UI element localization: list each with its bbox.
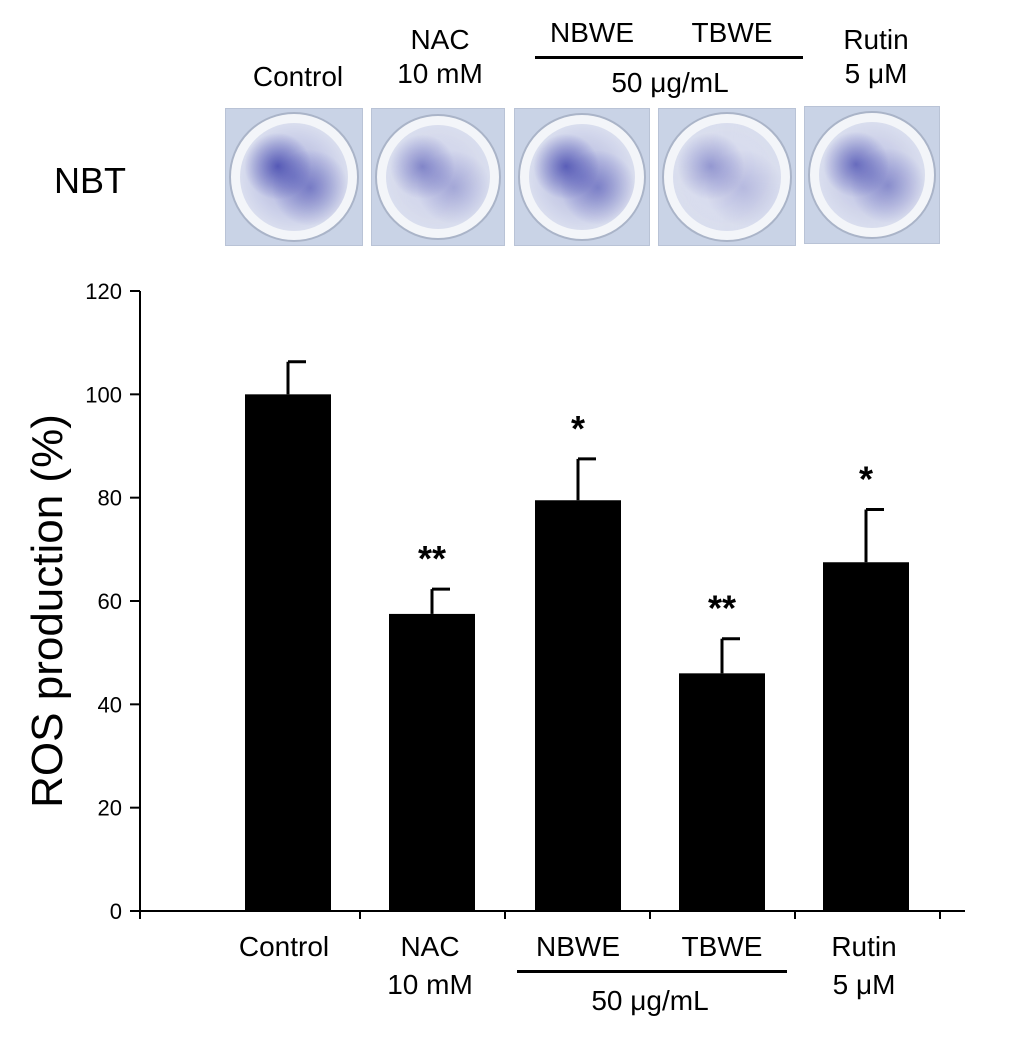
header-rutin-line1: Rutin	[843, 24, 909, 55]
well-stain	[819, 122, 925, 228]
header-nac-line2: 10 mM	[397, 58, 483, 89]
footer-control-label: Control	[238, 931, 330, 962]
header-group-line	[535, 56, 803, 59]
significance-mark: **	[418, 538, 446, 579]
footer-extract-dose-label: 50 μg/mL	[591, 985, 709, 1016]
y-axis-label: ROS production (%)	[23, 414, 72, 808]
y-tick-label: 60	[98, 589, 122, 614]
well-stain	[529, 124, 635, 230]
bar	[823, 562, 909, 911]
footer-group-line	[517, 970, 787, 973]
bar	[245, 394, 331, 911]
footer-rutin-line2: 5 μM	[832, 969, 896, 1000]
well-rim	[229, 112, 359, 242]
footer-nac-line2: 10 mM	[387, 969, 473, 1000]
significance-mark: *	[571, 408, 585, 449]
header-rutin-label: Rutin 5 μM	[814, 23, 938, 91]
well-stain	[240, 123, 348, 231]
header-extract-dose-label: 50 μg/mL	[611, 67, 729, 98]
header-control-label: Control	[252, 61, 344, 92]
footer-rutin-label: Rutin 5 μM	[802, 928, 926, 1004]
header-nbwe-label: NBWE	[550, 17, 634, 48]
well-rim	[518, 113, 646, 241]
footer-tbwe-label: TBWE	[681, 931, 763, 962]
nbt-well-tbwe	[658, 108, 796, 246]
y-tick-label: 40	[98, 692, 122, 717]
bar	[389, 613, 475, 911]
well-rim	[375, 114, 501, 240]
significance-mark: *	[859, 459, 873, 500]
header-nac-line1: NAC	[410, 24, 470, 55]
nbt-well-nac	[371, 108, 505, 246]
header-nac-label: NAC 10 mM	[378, 23, 502, 91]
well-stain	[673, 123, 781, 231]
y-tick-label: 100	[85, 382, 122, 407]
significance-mark: **	[708, 588, 736, 629]
footer-rutin-line1: Rutin	[831, 931, 897, 962]
y-tick-label: 120	[85, 279, 122, 304]
nbt-well-nbwe	[514, 108, 650, 246]
footer-nac-label: NAC 10 mM	[368, 928, 492, 1004]
y-tick-label: 80	[98, 486, 122, 511]
nbt-label: NBT	[54, 160, 126, 201]
well-stain	[386, 125, 490, 229]
bar	[535, 500, 621, 911]
bar	[679, 673, 765, 911]
footer-nbwe-label: NBWE	[536, 931, 620, 962]
y-tick-label: 0	[110, 899, 122, 924]
well-rim	[662, 112, 792, 242]
well-rim	[808, 111, 936, 239]
header-rutin-line2: 5 μM	[844, 58, 908, 89]
header-tbwe-label: TBWE	[691, 17, 773, 48]
footer-nac-line1: NAC	[400, 931, 460, 962]
y-tick-label: 20	[98, 796, 122, 821]
nbt-well-rutin	[804, 106, 940, 244]
nbt-well-control	[225, 108, 363, 246]
